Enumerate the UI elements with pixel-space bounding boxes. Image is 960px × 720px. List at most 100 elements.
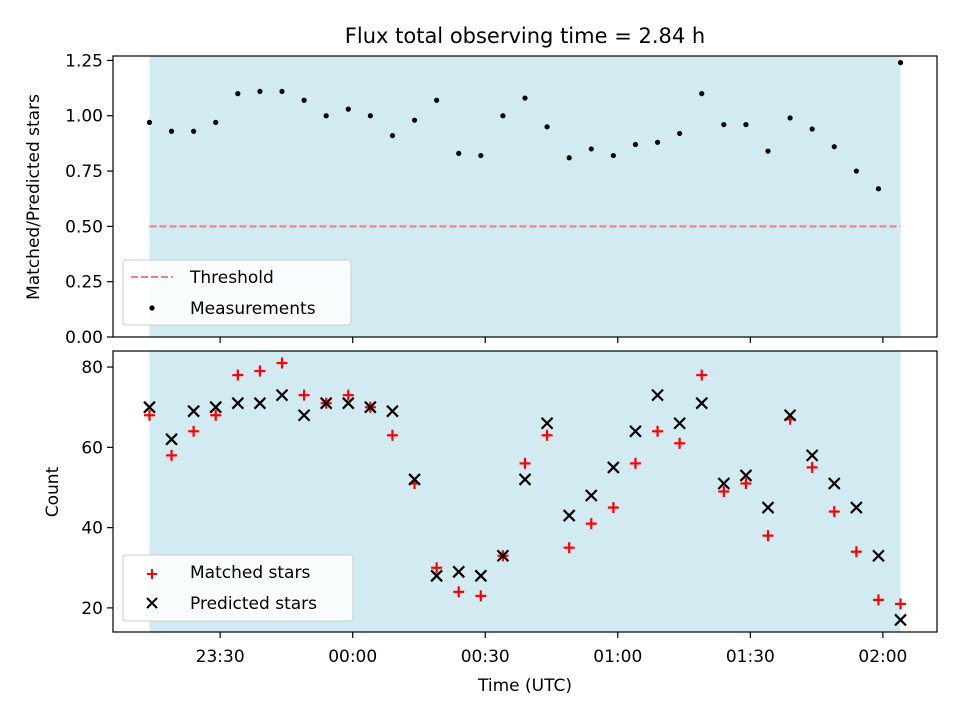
measurement-point (146, 119, 153, 125)
measurement-point (677, 130, 683, 137)
matched-star-marker (585, 518, 597, 530)
predicted-star-marker (319, 396, 333, 410)
predicted-star-marker (761, 501, 775, 514)
predicted-star-marker (518, 473, 532, 486)
measurement-point (654, 139, 661, 145)
matched-star-marker (453, 586, 465, 598)
measurement-point (279, 88, 285, 95)
y-tick-label: 0.50 (65, 217, 103, 237)
measurement-point (610, 152, 616, 159)
measurement-point (632, 141, 639, 148)
matched-star-marker (166, 449, 178, 461)
matched-star-marker (563, 542, 575, 554)
matched-star-marker (607, 502, 619, 514)
x-tick-label: 00:00 (328, 647, 377, 667)
measurement-point (235, 91, 241, 97)
measurement-point (743, 121, 749, 128)
predicted-star-marker (341, 396, 355, 410)
matched-legend-label: Matched stars (190, 563, 310, 583)
measurement-point (301, 97, 307, 103)
matched-star-marker (718, 486, 730, 497)
measurement-point (588, 146, 594, 152)
y-tick-label: 80 (81, 358, 103, 378)
matched-legend-swatch (147, 569, 157, 579)
predicted-star-marker (783, 408, 797, 422)
measurement-point (765, 148, 771, 154)
y-tick-label: 20 (81, 599, 103, 619)
measurement-point (257, 88, 263, 95)
predicted-star-marker (496, 549, 510, 563)
predicted-star-marker (231, 396, 245, 410)
predicted-star-marker (894, 613, 907, 627)
predicted-star-marker (408, 473, 421, 486)
predicted-star-marker (629, 425, 642, 438)
y-tick-label: 1.00 (65, 107, 103, 127)
predicted-star-marker (540, 416, 554, 430)
predicted-star-marker (695, 396, 709, 410)
predicted-star-marker (165, 433, 178, 446)
measurement-point (500, 113, 506, 119)
top-axes-frame (112, 55, 938, 338)
measurement-point (853, 168, 859, 174)
predicted-star-marker (452, 565, 466, 579)
matched-star-marker (431, 562, 443, 574)
matched-star-marker (828, 506, 840, 518)
matched-star-marker (254, 365, 266, 377)
matched-star-marker (895, 598, 907, 610)
measurement-point (522, 95, 528, 101)
top-legend: Threshold Measurements (122, 259, 352, 326)
matched-star-marker (342, 389, 354, 401)
predicted-star-marker (717, 477, 731, 490)
measurement-point (809, 126, 815, 132)
predicted-star-marker (187, 404, 200, 418)
y-tick-label: 0.00 (65, 328, 103, 348)
matched-star-marker (629, 457, 641, 469)
matched-star-marker (143, 409, 155, 421)
matched-star-marker (696, 369, 708, 381)
measurement-point (323, 113, 329, 119)
predicted-star-marker (143, 400, 156, 414)
matched-star-marker (475, 590, 487, 602)
matched-star-marker (519, 457, 531, 469)
bottom-x-axis-label: Time (UTC) (477, 676, 572, 696)
y-tick-label: 60 (81, 438, 103, 458)
matched-star-marker (806, 461, 818, 473)
matched-star-marker (541, 429, 553, 441)
predicted-legend-swatch (146, 597, 158, 609)
measurement-point (456, 150, 462, 156)
y-tick-label: 0.25 (65, 273, 103, 293)
measurement-point (544, 124, 550, 130)
measurement-point (367, 113, 373, 119)
measurements-legend-swatch (149, 305, 155, 311)
bottom-legend: Matched stars Predicted stars (122, 554, 354, 622)
x-tick-label: 00:30 (461, 647, 510, 667)
threshold-legend-label: Threshold (189, 268, 274, 288)
bottom-y-axis-label: Count (43, 466, 63, 517)
predicted-star-marker (584, 489, 598, 502)
top-legend-box (122, 259, 352, 326)
y-tick-label: 0.75 (65, 162, 103, 182)
matched-star-marker (232, 369, 244, 381)
matched-star-marker (850, 546, 862, 558)
predicted-star-marker (850, 501, 863, 514)
matched-star-marker (386, 429, 398, 441)
predicted-star-marker (607, 461, 620, 474)
matched-star-marker (652, 425, 664, 437)
measurement-point (345, 106, 351, 112)
predicted-star-marker (209, 400, 223, 414)
matched-star-marker (188, 425, 200, 437)
measurement-point (434, 97, 440, 103)
predicted-star-marker (805, 449, 819, 462)
predicted-star-marker (275, 388, 289, 402)
top-chart-title: Flux total observing time = 2.84 h (345, 24, 705, 48)
predicted-star-marker (386, 404, 399, 418)
measurement-point (721, 121, 727, 128)
bottom-legend-box (122, 554, 354, 622)
bottom-axes-frame (112, 350, 938, 633)
y-tick-label: 1.25 (65, 51, 103, 71)
measurement-point (787, 115, 793, 121)
matched-star-marker (872, 594, 884, 606)
predicted-star-marker (430, 569, 443, 583)
predicted-star-marker (253, 396, 267, 410)
